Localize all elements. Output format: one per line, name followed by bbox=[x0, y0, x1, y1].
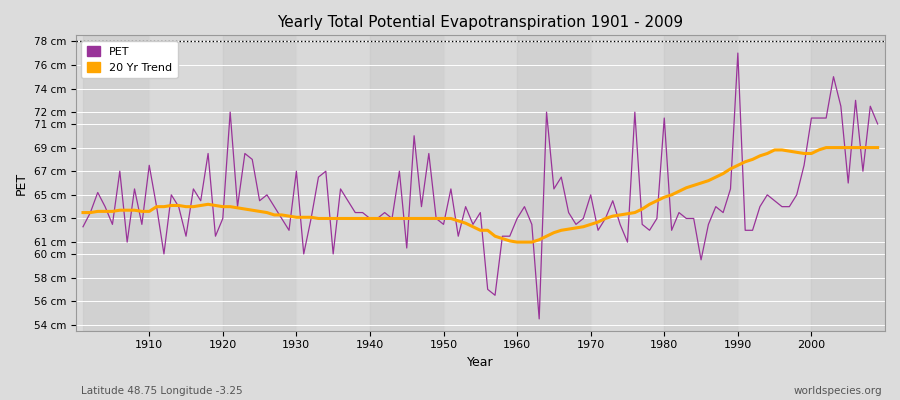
Legend: PET, 20 Yr Trend: PET, 20 Yr Trend bbox=[81, 41, 177, 78]
Bar bbox=[738, 35, 812, 331]
Bar bbox=[812, 35, 885, 331]
Bar bbox=[444, 35, 518, 331]
Bar bbox=[518, 35, 590, 331]
Y-axis label: PET: PET bbox=[15, 172, 28, 194]
Bar bbox=[149, 35, 223, 331]
Bar bbox=[370, 35, 444, 331]
Bar bbox=[83, 35, 149, 331]
X-axis label: Year: Year bbox=[467, 356, 493, 369]
Title: Yearly Total Potential Evapotranspiration 1901 - 2009: Yearly Total Potential Evapotranspiratio… bbox=[277, 15, 683, 30]
Bar bbox=[590, 35, 664, 331]
Text: Latitude 48.75 Longitude -3.25: Latitude 48.75 Longitude -3.25 bbox=[81, 386, 243, 396]
Text: worldspecies.org: worldspecies.org bbox=[794, 386, 882, 396]
Bar bbox=[223, 35, 296, 331]
Bar bbox=[664, 35, 738, 331]
Bar bbox=[296, 35, 370, 331]
